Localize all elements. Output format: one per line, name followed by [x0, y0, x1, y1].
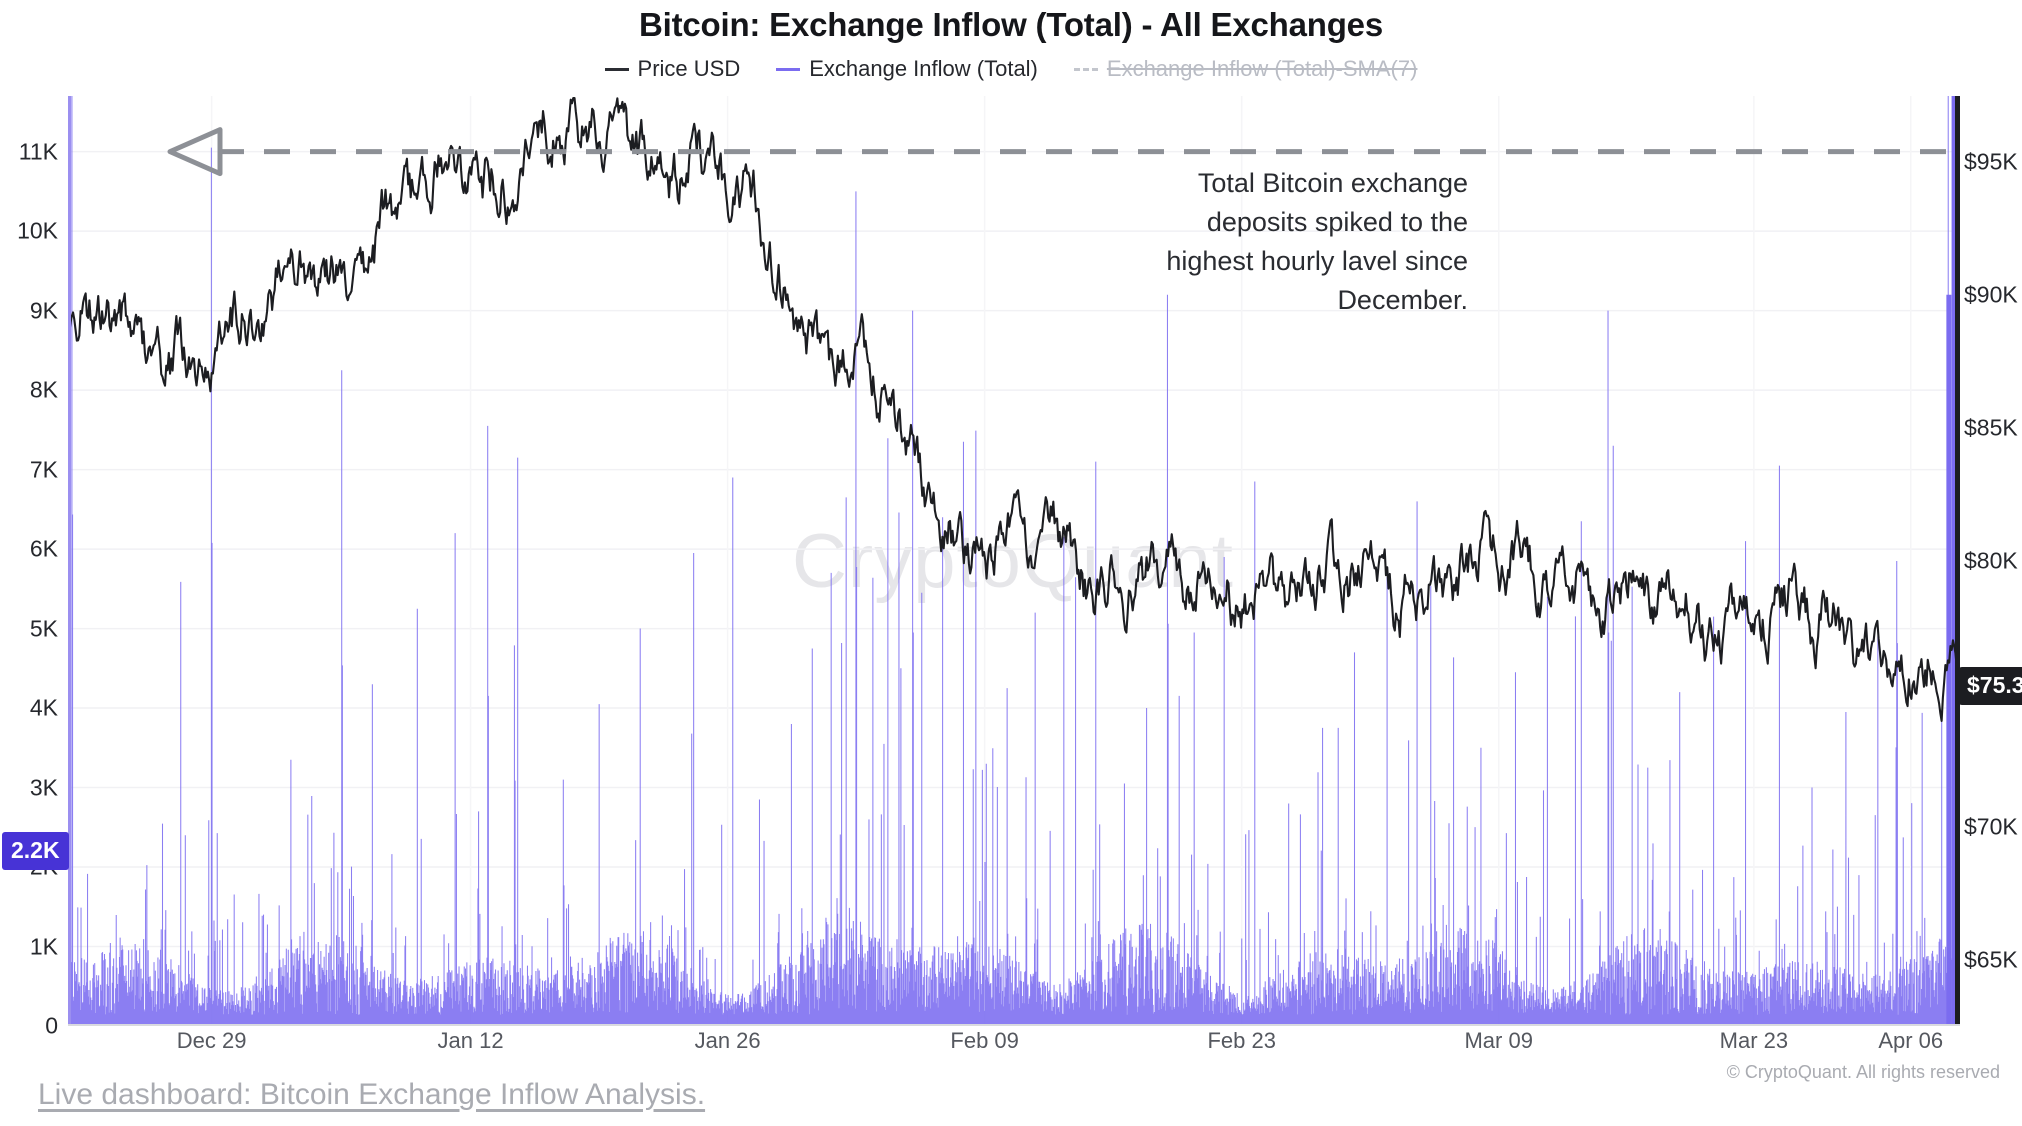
chart-legend: Price USD Exchange Inflow (Total) Exchan… — [0, 58, 2022, 80]
legend-label-exchange-inflow-sma7: Exchange Inflow (Total)-SMA(7) — [1106, 56, 1418, 81]
legend-item-exchange-inflow-sma7[interactable]: Exchange Inflow (Total)-SMA(7) — [1073, 56, 1418, 81]
legend-label-price-usd: Price USD — [637, 56, 741, 81]
copyright-notice: © CryptoQuant. All rights reserved — [1726, 1062, 2000, 1082]
y-tick-left-11K: 11K — [18, 138, 58, 165]
legend-swatch-price-usd — [604, 67, 629, 71]
y-tick-right-$80K: $80K — [1964, 547, 2018, 574]
x-tick-feb-09: Feb 09 — [950, 1028, 1019, 1053]
arrow-left-icon — [167, 127, 223, 177]
annotation-text: Total Bitcoin exchange deposits spiked t… — [1166, 168, 1468, 316]
y-tick-left-1K: 1K — [29, 933, 58, 959]
legend-swatch-exchange-inflow — [776, 67, 801, 71]
legend-item-exchange-inflow[interactable]: Exchange Inflow (Total) — [776, 58, 1038, 80]
y-tick-right-$65K: $65K — [1964, 946, 2018, 973]
axis-line-right — [1955, 96, 1960, 1026]
x-tick-mar-23: Mar 23 — [1719, 1028, 1789, 1053]
plot-area[interactable]: CryptoQuant Total Bitcoin exchange depos… — [68, 96, 1958, 1026]
legend-swatch-exchange-inflow-sma7 — [1073, 67, 1098, 71]
y-tick-left-0: 0 — [45, 1012, 58, 1039]
y-tick-left-7K: 7K — [29, 456, 58, 483]
y-tick-left-8K: 8K — [29, 376, 58, 403]
y-tick-left-3K: 3K — [29, 774, 58, 801]
plot-area-wrapper: 01K2K3K4K5K6K7K8K9K10K11K $65K$70K$75K$8… — [0, 96, 2022, 1039]
y-tick-left-9K: 9K — [29, 297, 58, 324]
legend-label-exchange-inflow: Exchange Inflow (Total) — [809, 56, 1038, 81]
axis-line-bottom — [68, 1024, 1960, 1026]
inflow-bars — [68, 96, 1958, 1026]
y-tick-right-$90K: $90K — [1964, 281, 2018, 308]
y-tick-left-6K: 6K — [29, 535, 58, 562]
x-tick-jan-26: Jan 26 — [694, 1028, 761, 1053]
axis-line-left — [68, 96, 71, 1026]
y-tick-left-10K: 10K — [17, 217, 58, 244]
x-tick-dec-29: Dec 29 — [176, 1028, 247, 1053]
status-badge-price-value: $75.3K — [1958, 666, 2022, 705]
x-tick-apr-06: Apr 06 — [1878, 1028, 1944, 1053]
y-tick-right-$85K: $85K — [1964, 414, 2018, 441]
x-tick-jan-12: Jan 12 — [437, 1028, 504, 1053]
y-axis-left: 01K2K3K4K5K6K7K8K9K10K11K — [0, 96, 68, 1038]
y-tick-left-4K: 4K — [29, 694, 58, 721]
legend-item-price-usd[interactable]: Price USD — [604, 56, 741, 81]
y-axis-right: $65K$70K$75K$80K$85K$90K$95K — [1958, 96, 2022, 1026]
page-title: Bitcoin: Exchange Inflow (Total) - All E… — [639, 6, 1383, 43]
x-tick-mar-09: Mar 09 — [1464, 1028, 1533, 1053]
gridlines — [68, 96, 1958, 1026]
y-tick-right-$70K: $70K — [1964, 813, 2018, 840]
y-tick-left-5K: 5K — [29, 615, 58, 642]
reference-line-dashed — [167, 127, 1958, 177]
status-badge-inflow-value: 2.2K — [2, 832, 69, 871]
x-axis: Dec 29 Jan 12 Jan 26 Feb 09 Feb 23 Mar 09 Mar … — [68, 1028, 1958, 1068]
y-tick-right-$95K: $95K — [1964, 148, 2018, 175]
chart-canvas — [68, 96, 1958, 1026]
live-dashboard-link[interactable]: Live dashboard: Bitcoin Exchange Inflow … — [38, 1078, 706, 1111]
price-line — [68, 96, 1958, 723]
x-tick-feb-23: Feb 23 — [1207, 1028, 1276, 1053]
